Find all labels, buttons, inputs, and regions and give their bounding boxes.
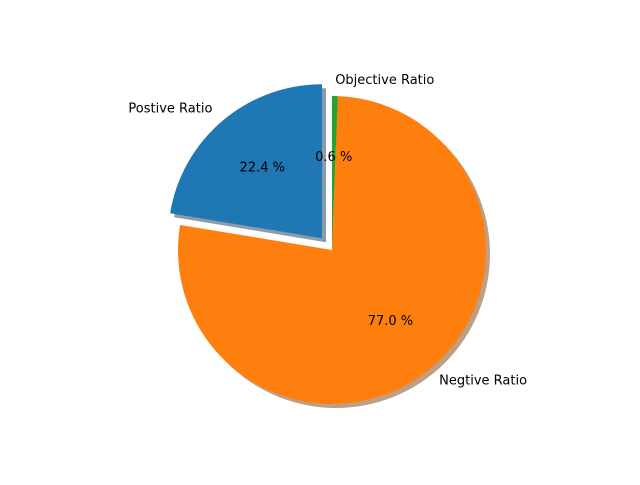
wedge-layer <box>170 84 486 404</box>
pie-slice-objective-ratio <box>332 96 338 250</box>
slice-label-negtive-ratio: Negtive Ratio <box>439 374 527 389</box>
pct-label-negtive-ratio: 77.0 % <box>368 314 413 329</box>
slice-label-postive-ratio: Postive Ratio <box>128 102 212 117</box>
pct-label-postive-ratio: 22.4 % <box>240 160 285 175</box>
slice-label-objective-ratio: Objective Ratio <box>335 73 434 88</box>
pie-slice-negtive-ratio <box>178 96 486 404</box>
pie-slice-postive-ratio <box>170 84 323 239</box>
label-layer: 22.4 % Postive Ratio 77.0 % Negtive Ratio 0.… <box>128 73 527 389</box>
pct-label-objective-ratio: 0.6 % <box>315 150 352 165</box>
